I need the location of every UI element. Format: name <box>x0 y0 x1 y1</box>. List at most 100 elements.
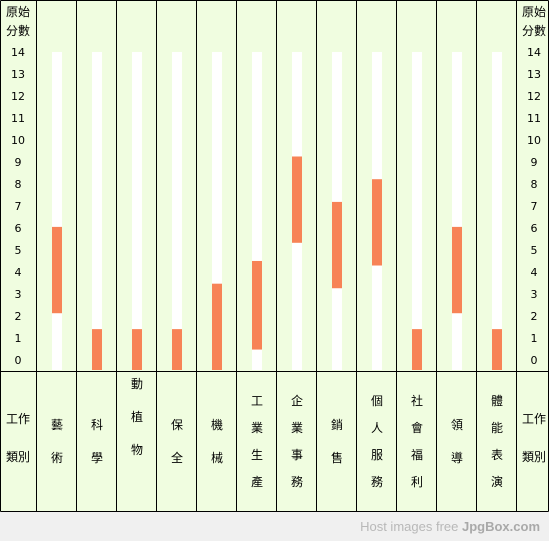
chart-background <box>0 0 549 512</box>
side-label-line: 工作 <box>6 412 30 426</box>
score-track <box>172 52 182 370</box>
score-track <box>252 52 262 370</box>
y-tick-label: 10 <box>527 134 541 147</box>
axis-title-line: 分數 <box>522 24 546 38</box>
category-label-char: 術 <box>51 451 63 465</box>
category-label-char: 全 <box>171 450 183 465</box>
category-label-char: 科 <box>91 418 103 432</box>
category-label-char: 演 <box>491 474 503 489</box>
y-tick-label: 0 <box>531 354 538 367</box>
category-label-char: 學 <box>91 451 103 465</box>
category-label-char: 業 <box>291 421 303 435</box>
category-label-char: 動 <box>131 377 143 391</box>
category-label-char: 機 <box>211 417 223 432</box>
side-label-line: 工作 <box>522 412 546 426</box>
score-range-bars <box>52 156 502 370</box>
category-label-char: 事 <box>291 448 303 462</box>
score-track <box>212 52 222 370</box>
score-range-bar <box>372 179 382 266</box>
y-tick-label: 2 <box>531 310 538 323</box>
category-label-char: 業 <box>251 421 263 435</box>
y-tick-label: 6 <box>531 222 538 235</box>
y-tick-label: 8 <box>15 178 22 191</box>
category-label-char: 社 <box>411 393 423 408</box>
score-range-bar <box>452 226 462 314</box>
y-tick-label: 3 <box>15 288 22 301</box>
watermark-brand: JpgBox.com <box>461 519 540 534</box>
score-track <box>412 52 422 370</box>
grid-lines <box>0 0 549 512</box>
y-tick-label: 13 <box>527 68 541 81</box>
category-label-char: 利 <box>411 475 423 489</box>
category-label-char: 體 <box>491 394 503 408</box>
score-range-bar <box>252 260 262 350</box>
category-label-char: 表 <box>491 448 503 462</box>
y-tick-label: 6 <box>15 222 22 235</box>
y-tick-label: 11 <box>527 112 541 125</box>
category-label-char: 銷 <box>331 417 343 432</box>
side-label-line: 類別 <box>6 450 30 464</box>
category-label-char: 務 <box>291 475 303 489</box>
score-range-bar <box>52 226 62 314</box>
category-label-char: 服 <box>371 448 383 462</box>
category-label-char: 植 <box>131 409 143 424</box>
host-footer <box>0 512 549 541</box>
y-tick-label: 4 <box>15 266 22 279</box>
axis-title-line: 分數 <box>6 24 30 38</box>
category-label-char: 工 <box>251 394 263 408</box>
score-track <box>52 52 62 370</box>
axis-title-line: 原始 <box>6 5 30 19</box>
y-tick-label: 4 <box>531 266 538 279</box>
y-tick-label: 9 <box>531 156 538 169</box>
score-range-bar <box>292 156 302 243</box>
category-label-char: 務 <box>371 475 383 489</box>
category-label-char: 保 <box>171 418 183 432</box>
score-track <box>132 52 142 370</box>
axis-title-line: 原始 <box>522 5 546 19</box>
score-track <box>92 52 102 370</box>
category-label-char: 產 <box>251 474 263 489</box>
y-tick-label: 5 <box>531 244 538 257</box>
score-range-bar <box>212 283 222 370</box>
y-tick-label: 9 <box>15 156 22 169</box>
y-tick-label: 2 <box>15 310 22 323</box>
score-range-bar <box>492 329 502 370</box>
category-label-char: 生 <box>251 448 263 462</box>
watermark-prefix: Host images free <box>360 519 459 534</box>
category-label-char: 物 <box>131 443 143 457</box>
y-tick-label: 8 <box>531 178 538 191</box>
category-label-char: 福 <box>411 447 423 462</box>
y-tick-label: 13 <box>11 68 25 81</box>
y-tick-label: 14 <box>11 46 25 59</box>
y-tick-label: 3 <box>531 288 538 301</box>
category-label-char: 企 <box>291 393 303 408</box>
side-label-line: 類別 <box>522 450 546 464</box>
category-label-char: 個 <box>371 394 383 408</box>
category-label-char: 領 <box>451 417 463 432</box>
category-label-char: 售 <box>331 450 343 465</box>
y-tick-label: 7 <box>15 200 22 213</box>
y-tick-label: 1 <box>15 332 22 345</box>
score-range-bar <box>332 201 342 289</box>
watermark: Host images free JpgBox.com <box>360 519 540 534</box>
score-range-bar <box>172 329 182 370</box>
category-label-char: 械 <box>211 450 223 465</box>
y-tick-label: 7 <box>531 200 538 213</box>
y-tick-label: 1 <box>531 332 538 345</box>
y-tick-label: 12 <box>11 90 25 103</box>
y-tick-label: 5 <box>15 244 22 257</box>
category-label-char: 藝 <box>51 418 63 432</box>
y-tick-label: 14 <box>527 46 541 59</box>
y-tick-label: 10 <box>11 134 25 147</box>
y-tick-label: 11 <box>11 112 25 125</box>
score-track <box>452 52 462 370</box>
category-label-char: 導 <box>451 451 463 465</box>
category-label-char: 能 <box>491 421 503 435</box>
score-range-bar <box>92 329 102 370</box>
y-tick-label: 0 <box>15 354 22 367</box>
